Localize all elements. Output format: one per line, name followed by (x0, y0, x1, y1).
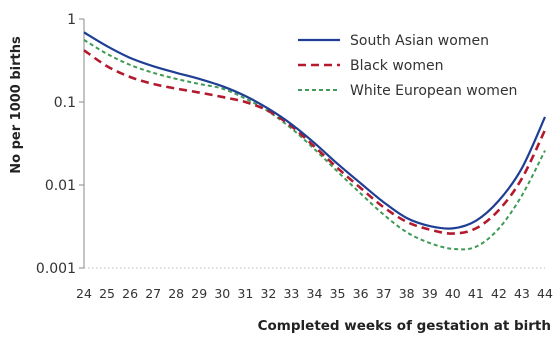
x-tick-label: 27 (145, 286, 161, 301)
x-tick-label: 37 (376, 286, 392, 301)
plot-area (83, 19, 545, 269)
x-tick-label: 42 (491, 286, 507, 301)
x-axis-label: Completed weeks of gestation at birth (258, 318, 551, 334)
legend-label-black-women: Black women (350, 58, 443, 74)
x-tick-label: 25 (99, 286, 115, 301)
x-tick-label: 40 (445, 286, 461, 301)
x-tick-label: 36 (353, 286, 369, 301)
x-tick-label: 26 (122, 286, 138, 301)
series-line-south-asian-women (83, 31, 547, 230)
series-lines (83, 31, 547, 251)
x-tick-label: 34 (307, 286, 323, 301)
x-tick-label: 30 (214, 286, 230, 301)
y-tick-label: 0.1 (54, 95, 76, 111)
x-tick-label: 29 (191, 286, 207, 301)
x-tick-label: 41 (468, 286, 484, 301)
y-tick-label: 0.001 (36, 261, 76, 277)
x-tick-label: 28 (168, 286, 184, 301)
x-tick-label: 24 (76, 286, 92, 301)
x-tick-label: 38 (399, 286, 415, 301)
y-axis-label: No per 1000 births (9, 36, 24, 174)
legend-label-white-european-women: White European women (350, 83, 517, 99)
x-tick-label: 44 (537, 286, 553, 301)
x-axis: 24 25 26 27 28 29 30 31 32 33 34 35 36 37 38 39 40 41 42 43… (76, 286, 553, 301)
y-tick-label: 1 (67, 12, 76, 28)
x-tick-label: 33 (283, 286, 299, 301)
legend: South Asian women Black women White Europe… (298, 33, 517, 99)
series-line-black-women (83, 49, 547, 235)
x-tick-label: 43 (514, 286, 530, 301)
series-line-white-european-women (83, 39, 546, 251)
x-tick-label: 39 (422, 286, 438, 301)
y-tick-label: 0.01 (45, 178, 76, 194)
legend-label-south-asian-women: South Asian women (350, 33, 489, 49)
y-axis: 1 0.1 0.01 0.001 (36, 12, 84, 277)
x-tick-label: 32 (260, 286, 276, 301)
x-tick-label: 35 (330, 286, 346, 301)
x-tick-label: 31 (237, 286, 253, 301)
